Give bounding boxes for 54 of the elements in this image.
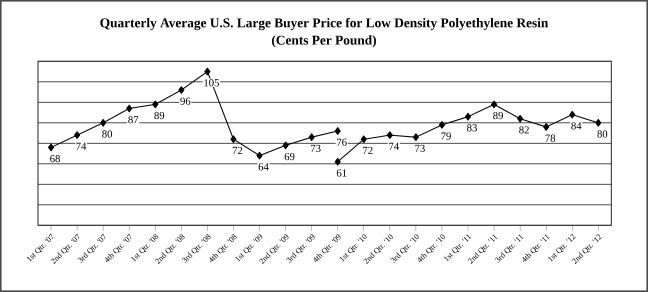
data-label: 73 xyxy=(415,144,425,152)
point xyxy=(48,144,54,152)
data-label: 87 xyxy=(128,116,138,124)
data-label: 96 xyxy=(180,98,190,105)
data-label: 78 xyxy=(546,134,556,142)
data-label: 61 xyxy=(336,169,346,177)
point xyxy=(282,142,289,150)
point xyxy=(204,68,210,76)
data-label: 72 xyxy=(363,146,373,154)
data-label: 73 xyxy=(311,144,321,152)
point xyxy=(438,121,445,129)
point xyxy=(543,123,550,131)
data-label: 76 xyxy=(337,138,347,146)
point xyxy=(308,133,315,142)
chart-subtitle: (Cents Per Pound) xyxy=(272,35,376,48)
x-tick-label: 4th Qtr. '09 xyxy=(314,234,341,262)
data-label: 89 xyxy=(493,112,503,120)
point xyxy=(334,127,341,135)
data-label: 64 xyxy=(258,163,269,170)
x-tick-label: 4th Qtr. '11 xyxy=(522,234,550,262)
point xyxy=(491,100,498,108)
point xyxy=(334,158,341,166)
data-label: 89 xyxy=(154,112,164,120)
chart-title: Quarterly Average U.S. Large Buyer Price for Low Density Polyethylene Resin xyxy=(100,18,548,30)
x-tick-label: 4th Qtr. '10 xyxy=(418,234,445,262)
point xyxy=(126,104,132,112)
point xyxy=(74,131,80,139)
point xyxy=(386,131,393,139)
point xyxy=(100,118,106,127)
data-label: 105 xyxy=(204,79,219,86)
data-label: 68 xyxy=(50,155,60,162)
point xyxy=(152,100,158,108)
point xyxy=(517,114,524,123)
data-label: 74 xyxy=(389,142,399,150)
data-label: 80 xyxy=(597,130,608,138)
point xyxy=(230,135,236,144)
point xyxy=(464,112,472,121)
data-label: 69 xyxy=(284,152,294,160)
data-label: 82 xyxy=(519,126,529,134)
point xyxy=(595,118,602,127)
x-tick-label: 4th Qtr. '08 xyxy=(210,234,237,262)
point xyxy=(256,152,263,160)
data-label: 72 xyxy=(232,146,242,154)
x-tick-label: 4th Qtr. '07 xyxy=(105,234,132,262)
point xyxy=(412,133,419,142)
point xyxy=(360,135,367,144)
data-label: 83 xyxy=(467,124,477,132)
data-label: 80 xyxy=(102,130,112,138)
data-label: 84 xyxy=(571,122,582,130)
x-tick-label: 1st Qtr. '07 xyxy=(26,234,53,262)
point xyxy=(569,110,576,118)
data-label: 79 xyxy=(441,132,451,140)
data-label: 74 xyxy=(76,142,86,150)
point xyxy=(178,86,184,94)
